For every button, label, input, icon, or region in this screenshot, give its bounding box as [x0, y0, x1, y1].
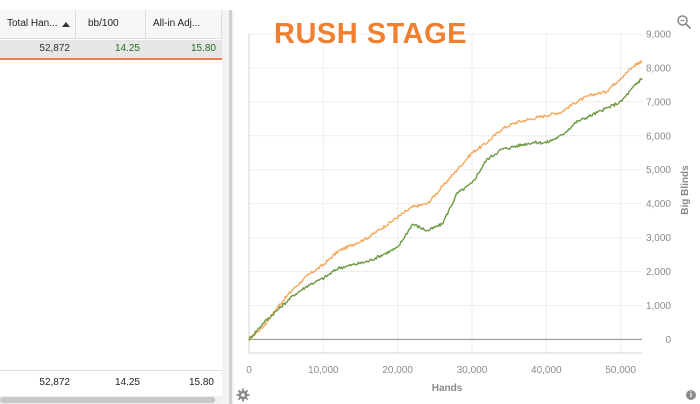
x-tick-label: 50,000	[605, 365, 636, 376]
pane-splitter[interactable]	[222, 10, 234, 404]
x-tick-label: 40,000	[531, 365, 562, 376]
x-tick-label: 20,000	[382, 365, 413, 376]
series-line	[248, 77, 643, 341]
x-tick-label: 0	[246, 365, 252, 376]
summary-total-hands: 52,872	[39, 377, 70, 388]
y-tick-label: 1,000	[646, 301, 671, 312]
series-line	[248, 60, 643, 340]
splitter-handle[interactable]	[229, 10, 232, 404]
chart-title: RUSH STAGE	[274, 18, 467, 50]
table-summary-row: 52,872 14.25 15.80	[0, 370, 222, 395]
table-row[interactable]: 52,872 14.25 15.80	[0, 40, 222, 60]
column-header-total-hands[interactable]: Total Han...	[0, 10, 76, 38]
chart-panel: 0 1,000 2,000 3,000 4,000 5,000 6,000 7,000 8,00…	[234, 0, 700, 404]
y-axis-title: Big Blinds	[680, 165, 691, 215]
cell-bb100: 14.25	[114, 43, 140, 54]
summary-allin-adjusted: 15.80	[188, 377, 214, 388]
y-tick-label: 8,000	[646, 63, 671, 74]
scrollbar-thumb[interactable]	[0, 397, 215, 403]
gear-icon[interactable]	[236, 388, 250, 402]
x-axis-title: Hands	[432, 383, 463, 394]
x-tick-label: 30,000	[457, 365, 488, 376]
y-tick-label: 9,000	[646, 30, 671, 41]
x-tick-label: 10,000	[308, 365, 339, 376]
stats-table: Total Han... bb/100 All-in Adj... 52,872…	[0, 0, 222, 404]
cell-allin-adjusted: 15.80	[190, 43, 216, 54]
y-tick-label: 7,000	[646, 97, 671, 108]
y-tick-label: 2,000	[646, 267, 671, 278]
column-header-allin-adjusted[interactable]: All-in Adj...	[146, 10, 222, 38]
sort-ascending-icon[interactable]	[62, 22, 70, 27]
zoom-icon[interactable]	[676, 14, 692, 30]
y-tick-label: 5,000	[646, 165, 671, 176]
y-tick-label: 4,000	[646, 199, 671, 210]
summary-bb100: 14.25	[114, 377, 140, 388]
y-tick-label: 0	[665, 335, 671, 346]
info-icon[interactable]: i	[686, 390, 696, 400]
column-header-bb100[interactable]: bb/100	[76, 10, 146, 38]
y-tick-label: 6,000	[646, 131, 671, 142]
horizontal-scrollbar[interactable]	[0, 396, 222, 404]
table-header: Total Han... bb/100 All-in Adj...	[0, 10, 222, 39]
line-chart: 0 1,000 2,000 3,000 4,000 5,000 6,000 7,000 8,00…	[246, 30, 691, 395]
cell-total-hands: 52,872	[39, 43, 70, 54]
y-tick-label: 3,000	[646, 233, 671, 244]
